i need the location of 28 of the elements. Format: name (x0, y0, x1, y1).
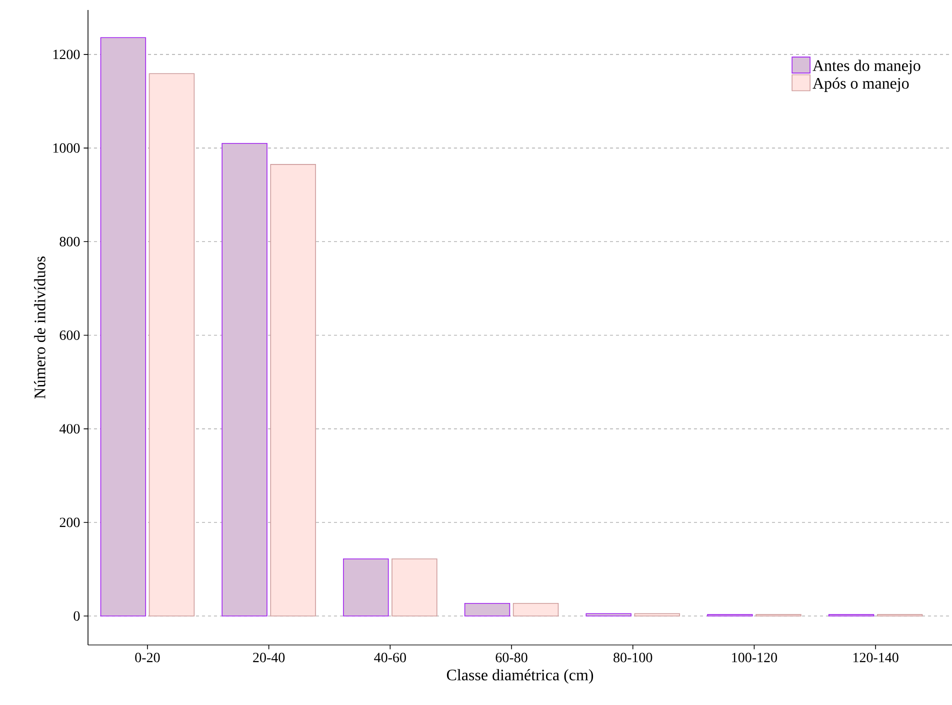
y-tick-label: 200 (60, 518, 80, 528)
x-tick-label: 0-20 (135, 652, 160, 662)
x-tick-label: 80-100 (614, 652, 652, 662)
y-tick-label: 1000 (53, 143, 80, 153)
bar (270, 164, 316, 616)
legend-label: Antes do manejo (812, 60, 920, 74)
bar (586, 613, 632, 616)
y-axis-title: Número de indivíduos (34, 256, 46, 399)
bar (100, 37, 146, 616)
bar (392, 558, 438, 616)
x-tick-label: 40-60 (374, 652, 406, 662)
x-tick-label: 100-120 (732, 652, 778, 662)
y-tick-label: 600 (60, 330, 80, 340)
y-tick-label: 1200 (53, 50, 80, 60)
y-tick-label: 0 (74, 611, 80, 621)
bar (464, 602, 510, 616)
x-tick-label: 60-80 (496, 652, 528, 662)
bar (222, 142, 268, 616)
bar (343, 558, 389, 616)
x-axis-title: Classe diamétrica (cm) (446, 669, 594, 684)
y-tick-label: 800 (60, 236, 80, 246)
bar (148, 73, 195, 616)
x-tick-label: 20-40 (253, 652, 285, 662)
bar (512, 602, 559, 616)
y-tick-label: 400 (59, 424, 80, 434)
x-tick-label: 120-140 (853, 652, 898, 662)
legend-label: Após o manejo (812, 77, 909, 92)
bar (634, 613, 680, 616)
